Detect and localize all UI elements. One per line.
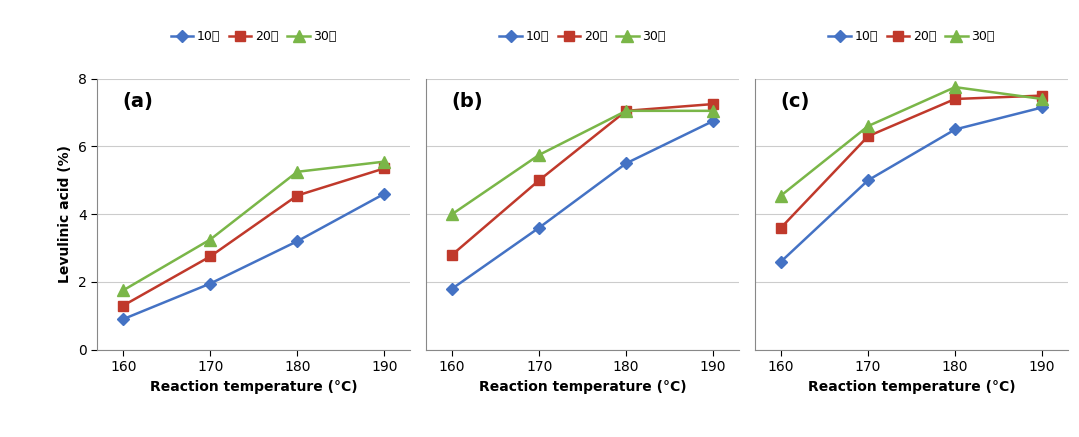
X-axis label: Reaction temperature (°C): Reaction temperature (°C) xyxy=(808,380,1015,394)
X-axis label: Reaction temperature (°C): Reaction temperature (°C) xyxy=(150,380,357,394)
Legend: 10분, 20분, 30분: 10분, 20분, 30분 xyxy=(494,25,671,49)
Text: (b): (b) xyxy=(451,92,482,111)
Text: (a): (a) xyxy=(122,92,153,111)
Legend: 10분, 20분, 30분: 10분, 20분, 30분 xyxy=(823,25,1000,49)
X-axis label: Reaction temperature (°C): Reaction temperature (°C) xyxy=(479,380,686,394)
Text: (c): (c) xyxy=(780,92,809,111)
Y-axis label: Levulinic acid (%): Levulinic acid (%) xyxy=(58,145,72,283)
Legend: 10분, 20분, 30분: 10분, 20분, 30분 xyxy=(165,25,342,49)
